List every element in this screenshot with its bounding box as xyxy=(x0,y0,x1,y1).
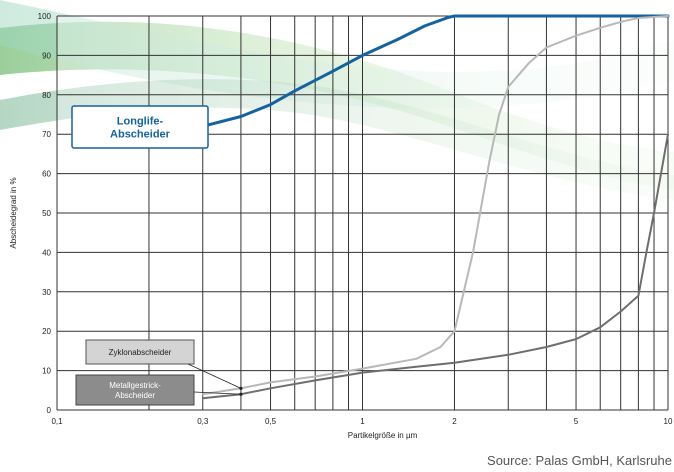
series-line-longlife-abscheider xyxy=(201,14,670,128)
leader-dot xyxy=(239,386,243,390)
x-tick-label: 0,5 xyxy=(265,417,277,426)
series-label-longlife-abscheider: Longlife-Abscheider xyxy=(71,105,209,149)
source-credit: Source: Palas GmbH, Karlsruhe xyxy=(487,453,672,468)
y-axis-title: Abscheidegrad in % xyxy=(9,177,18,248)
y-tick-label: 100 xyxy=(38,12,52,21)
leader-line xyxy=(193,391,241,395)
background-swoosh xyxy=(0,0,674,200)
series-lines xyxy=(201,14,670,400)
series-label-metallgestrick-abscheider: Metallgestrick-Abscheider xyxy=(75,374,195,406)
leader-line xyxy=(187,363,242,389)
leader-dot xyxy=(239,392,243,396)
y-tick-label: 60 xyxy=(42,170,51,179)
series-label-text: Metallgestrick- xyxy=(109,381,161,390)
x-tick-label: 0,3 xyxy=(197,417,209,426)
tick-labels: 0 10 20 30 40 50 60 70 80 90 100 0,1 0,3 0,5 1 2 5 10 xyxy=(38,12,673,426)
y-tick-label: 10 xyxy=(42,367,51,376)
y-tick-label: 40 xyxy=(42,248,51,257)
y-tick-label: 50 xyxy=(42,209,51,218)
series-label-text: Abscheider xyxy=(110,128,171,140)
y-tick-label: 0 xyxy=(47,406,52,415)
series-label-text: Zyklonabscheider xyxy=(109,348,172,357)
series-line-zyklonabscheider xyxy=(201,15,669,396)
y-tick-label: 80 xyxy=(42,91,51,100)
series-labels: Longlife-AbscheiderZyklonabscheiderMetal… xyxy=(71,105,243,406)
y-tick-label: 30 xyxy=(42,288,51,297)
series-label-text: Abscheider xyxy=(115,391,155,400)
y-tick-label: 20 xyxy=(42,327,51,336)
y-tick-label: 90 xyxy=(42,51,51,60)
x-tick-label: 0,1 xyxy=(51,417,63,426)
series-label-text: Longlife- xyxy=(117,115,164,127)
x-tick-label: 2 xyxy=(452,417,457,426)
y-tick-label: 70 xyxy=(42,130,51,139)
series-label-zyklonabscheider: Zyklonabscheider xyxy=(85,339,195,365)
grid xyxy=(56,15,669,411)
x-tick-label: 10 xyxy=(664,417,673,426)
x-tick-label: 1 xyxy=(360,417,365,426)
x-axis-title: Partikelgröße in µm xyxy=(348,431,418,440)
series-line-metallgestrick-abscheider xyxy=(201,133,669,400)
x-tick-label: 5 xyxy=(574,417,579,426)
